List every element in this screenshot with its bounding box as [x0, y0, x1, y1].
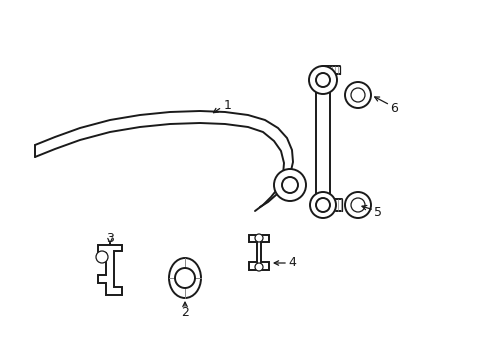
Polygon shape [315, 88, 329, 195]
Polygon shape [98, 245, 122, 295]
Circle shape [273, 169, 305, 201]
Circle shape [350, 88, 364, 102]
Circle shape [282, 177, 297, 193]
Text: 1: 1 [224, 99, 231, 112]
Text: 6: 6 [389, 102, 397, 114]
Circle shape [345, 192, 370, 218]
Circle shape [308, 66, 336, 94]
Circle shape [254, 234, 263, 242]
Ellipse shape [169, 258, 201, 298]
Circle shape [175, 268, 195, 288]
Circle shape [315, 73, 329, 87]
Text: 3: 3 [106, 231, 114, 244]
Text: 4: 4 [287, 256, 295, 270]
Circle shape [350, 198, 364, 212]
Circle shape [254, 263, 263, 271]
Circle shape [96, 251, 108, 263]
Text: 2: 2 [181, 306, 188, 319]
Circle shape [345, 82, 370, 108]
Polygon shape [35, 111, 292, 211]
Circle shape [315, 198, 329, 212]
Text: 5: 5 [373, 206, 381, 219]
Polygon shape [248, 235, 268, 270]
Circle shape [309, 192, 335, 218]
